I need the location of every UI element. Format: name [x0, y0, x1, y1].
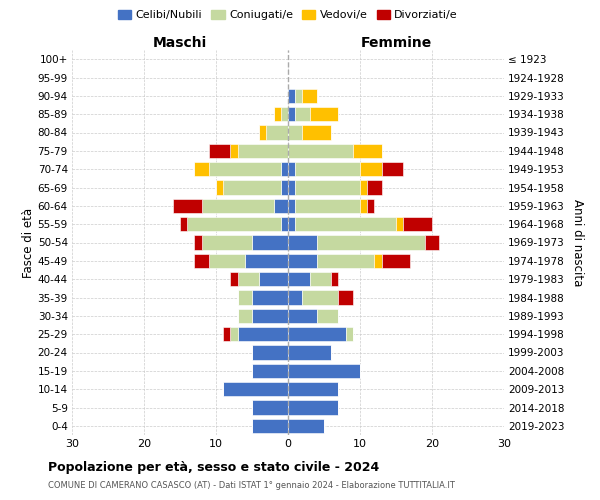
Bar — [288, 382, 338, 396]
Bar — [367, 180, 382, 194]
Bar — [403, 217, 432, 232]
Bar — [310, 107, 338, 122]
Bar — [288, 236, 317, 250]
Bar — [274, 198, 288, 213]
Bar — [245, 254, 288, 268]
Bar — [173, 198, 202, 213]
Bar — [238, 290, 252, 304]
Bar — [223, 327, 230, 342]
Bar — [194, 236, 202, 250]
Bar — [288, 400, 338, 414]
Bar — [288, 308, 317, 323]
Bar — [338, 290, 353, 304]
Bar — [295, 217, 396, 232]
Text: Maschi: Maschi — [153, 36, 207, 50]
Bar — [194, 162, 209, 176]
Bar — [295, 162, 360, 176]
Bar — [252, 308, 288, 323]
Bar — [374, 254, 382, 268]
Bar — [288, 107, 295, 122]
Legend: Celibi/Nubili, Coniugati/e, Vedovi/e, Divorziati/e: Celibi/Nubili, Coniugati/e, Vedovi/e, Di… — [113, 6, 463, 25]
Bar — [274, 107, 281, 122]
Y-axis label: Anni di nascita: Anni di nascita — [571, 199, 584, 286]
Bar — [281, 180, 288, 194]
Bar — [230, 327, 238, 342]
Bar — [209, 144, 230, 158]
Bar — [295, 198, 360, 213]
Bar — [288, 144, 353, 158]
Bar — [252, 418, 288, 433]
Bar — [360, 180, 367, 194]
Bar — [202, 236, 252, 250]
Bar — [288, 254, 317, 268]
Bar — [266, 126, 288, 140]
Bar — [295, 180, 360, 194]
Bar — [209, 162, 281, 176]
Bar — [288, 180, 295, 194]
Bar — [317, 236, 425, 250]
Bar — [223, 382, 288, 396]
Bar — [216, 180, 223, 194]
Bar — [281, 162, 288, 176]
Bar — [288, 364, 360, 378]
Y-axis label: Fasce di età: Fasce di età — [22, 208, 35, 278]
Text: COMUNE DI CAMERANO CASASCO (AT) - Dati ISTAT 1° gennaio 2024 - Elaborazione TUTT: COMUNE DI CAMERANO CASASCO (AT) - Dati I… — [48, 482, 455, 490]
Bar — [367, 198, 374, 213]
Bar — [202, 198, 274, 213]
Bar — [353, 144, 382, 158]
Bar — [360, 198, 367, 213]
Bar — [382, 254, 410, 268]
Bar — [317, 308, 338, 323]
Bar — [281, 107, 288, 122]
Bar — [252, 236, 288, 250]
Bar — [310, 272, 331, 286]
Bar — [209, 254, 245, 268]
Bar — [331, 272, 338, 286]
Bar — [288, 88, 295, 103]
Bar — [187, 217, 281, 232]
Bar — [288, 198, 295, 213]
Bar — [288, 418, 324, 433]
Bar — [259, 126, 266, 140]
Text: Femmine: Femmine — [361, 36, 431, 50]
Bar — [252, 290, 288, 304]
Bar — [288, 327, 346, 342]
Bar — [230, 272, 238, 286]
Bar — [425, 236, 439, 250]
Bar — [238, 327, 288, 342]
Bar — [288, 290, 302, 304]
Bar — [317, 254, 374, 268]
Bar — [259, 272, 288, 286]
Bar — [238, 308, 252, 323]
Bar — [281, 217, 288, 232]
Bar — [252, 400, 288, 414]
Bar — [230, 144, 238, 158]
Bar — [396, 217, 403, 232]
Text: Popolazione per età, sesso e stato civile - 2024: Popolazione per età, sesso e stato civil… — [48, 462, 379, 474]
Bar — [252, 346, 288, 360]
Bar — [302, 290, 338, 304]
Bar — [194, 254, 209, 268]
Bar — [346, 327, 353, 342]
Bar — [288, 346, 331, 360]
Bar — [302, 126, 331, 140]
Bar — [252, 364, 288, 378]
Bar — [295, 107, 310, 122]
Bar — [382, 162, 403, 176]
Bar — [288, 272, 310, 286]
Bar — [288, 126, 302, 140]
Bar — [223, 180, 281, 194]
Bar — [288, 162, 295, 176]
Bar — [302, 88, 317, 103]
Bar — [238, 272, 259, 286]
Bar — [360, 162, 382, 176]
Bar — [180, 217, 187, 232]
Bar — [295, 88, 302, 103]
Bar — [288, 217, 295, 232]
Bar — [238, 144, 288, 158]
